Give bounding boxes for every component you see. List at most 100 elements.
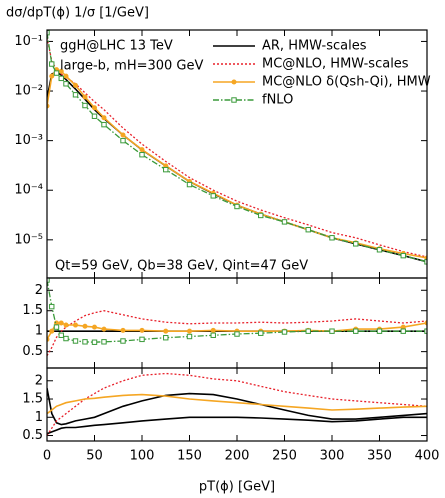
marker xyxy=(92,324,97,330)
marker xyxy=(139,152,145,158)
marker xyxy=(47,30,50,36)
marker xyxy=(186,333,193,340)
marker xyxy=(58,332,64,338)
marker xyxy=(186,181,193,188)
legend-marker xyxy=(231,79,237,85)
marker xyxy=(82,102,88,109)
series-line xyxy=(47,310,427,357)
y-tick-label: 10⁻¹ xyxy=(14,34,43,49)
y-tick-label: 1.5 xyxy=(22,392,43,407)
marker xyxy=(49,61,55,67)
series-line xyxy=(47,372,427,436)
marker xyxy=(72,92,79,98)
marker xyxy=(82,94,88,100)
marker xyxy=(91,339,98,345)
legend-marker xyxy=(231,97,237,103)
marker xyxy=(73,322,78,328)
marker xyxy=(49,303,55,310)
marker xyxy=(163,166,169,173)
panel-frame xyxy=(46,277,428,369)
marker xyxy=(47,278,50,283)
marker xyxy=(120,338,126,344)
marker xyxy=(139,327,145,333)
marker xyxy=(187,328,192,334)
y-tick-label: 1 xyxy=(35,324,43,339)
marker xyxy=(376,328,383,334)
x-tick-label: 300 xyxy=(320,449,345,464)
marker xyxy=(101,121,107,128)
annotation: large-b, mH=300 GeV xyxy=(60,59,204,74)
marker xyxy=(210,332,216,338)
marker xyxy=(281,329,288,335)
marker xyxy=(101,115,107,121)
annotation: Qt=59 GeV, Qb=38 GeV, Qint=47 GeV xyxy=(55,259,308,274)
marker xyxy=(53,324,60,330)
panel-frame xyxy=(46,367,428,442)
marker xyxy=(353,241,359,247)
plot-area xyxy=(47,30,427,265)
marker xyxy=(305,328,311,334)
marker xyxy=(329,328,335,334)
marker xyxy=(73,82,78,88)
annotation: ggH@LHC 13 TeV xyxy=(60,39,173,54)
chart-title: dσ/dpT(ϕ) 1/σ [1/GeV] xyxy=(6,6,149,21)
marker xyxy=(47,336,50,342)
legend-label: AR, HMW-scales xyxy=(262,39,367,54)
x-tick-label: 150 xyxy=(177,449,202,464)
y-tick-label: 10⁻² xyxy=(14,84,43,99)
marker xyxy=(91,113,98,119)
plot-area xyxy=(47,278,427,357)
marker xyxy=(63,73,69,79)
y-tick-label: 0.5 xyxy=(22,428,43,443)
y-tick-label: 10⁻³ xyxy=(14,133,43,148)
x-tick-label: 0 xyxy=(43,449,51,464)
y-tick-label: 10⁻⁴ xyxy=(14,183,43,198)
marker xyxy=(92,105,97,111)
legend-label: MC@NLO, HMW-scales xyxy=(262,57,409,72)
marker xyxy=(210,193,216,199)
x-tick-label: 250 xyxy=(272,449,297,464)
x-tick-label: 350 xyxy=(367,449,392,464)
marker xyxy=(53,70,60,76)
marker xyxy=(400,324,406,330)
legend-label: fNLO xyxy=(262,93,293,108)
marker xyxy=(49,328,55,334)
marker xyxy=(424,320,427,326)
marker xyxy=(63,322,69,328)
y-tick-label: 1 xyxy=(35,410,43,425)
x-tick-label: 400 xyxy=(415,449,440,464)
marker xyxy=(329,235,335,241)
marker xyxy=(120,137,126,144)
x-tick-label: 200 xyxy=(225,449,250,464)
marker xyxy=(82,323,88,329)
marker xyxy=(120,327,126,333)
marker xyxy=(353,328,359,334)
marker xyxy=(400,328,406,334)
y-tick-label: 1.5 xyxy=(22,303,43,318)
marker xyxy=(139,336,145,343)
x-tick-label: 50 xyxy=(86,449,103,464)
series-line xyxy=(47,68,427,259)
series-line xyxy=(47,416,427,435)
marker xyxy=(63,81,69,87)
marker xyxy=(163,335,169,341)
marker xyxy=(58,75,64,82)
marker xyxy=(281,219,288,225)
y-tick-label: 0.5 xyxy=(22,344,43,359)
marker xyxy=(234,331,240,337)
marker xyxy=(376,247,383,253)
marker xyxy=(63,335,69,342)
series-line xyxy=(47,393,427,415)
y-tick-label: 2 xyxy=(35,283,43,298)
marker xyxy=(120,132,126,138)
marker xyxy=(258,330,264,336)
marker xyxy=(400,252,406,259)
marker xyxy=(210,327,216,333)
marker xyxy=(58,320,64,326)
marker xyxy=(82,339,88,345)
marker xyxy=(234,203,240,210)
x-tick-label: 100 xyxy=(130,449,155,464)
marker xyxy=(101,339,107,345)
x-axis-label: pT(ϕ) [GeV] xyxy=(199,480,275,495)
